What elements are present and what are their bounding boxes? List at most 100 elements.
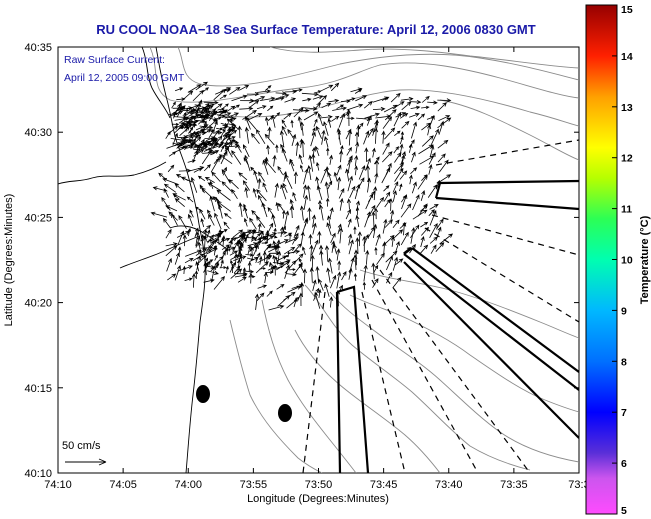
current-vector	[390, 236, 396, 247]
current-vector	[355, 141, 360, 154]
current-vector	[162, 217, 171, 229]
current-vector	[337, 223, 342, 235]
current-vector	[220, 145, 224, 153]
current-vector	[437, 117, 452, 129]
current-vector	[168, 211, 178, 221]
current-vector	[372, 278, 379, 288]
current-vector	[364, 112, 380, 119]
current-vector	[243, 206, 248, 219]
current-vector	[237, 235, 245, 243]
current-vector	[166, 257, 172, 272]
current-vector	[409, 112, 420, 118]
current-vector	[412, 209, 428, 220]
current-vector	[353, 226, 357, 235]
current-vector	[339, 197, 344, 211]
current-vector	[204, 262, 209, 272]
current-vector	[408, 143, 413, 153]
current-vector	[190, 176, 198, 193]
current-vector	[321, 102, 332, 109]
current-vector	[325, 197, 330, 207]
current-vector	[399, 143, 404, 157]
current-vector	[329, 207, 334, 219]
current-vector	[199, 125, 214, 130]
current-vector	[243, 217, 248, 227]
current-vector	[258, 171, 265, 182]
current-vector	[328, 98, 340, 103]
current-vector	[338, 227, 344, 244]
current-vector	[435, 242, 445, 252]
current-vector	[220, 125, 228, 129]
current-vector	[390, 209, 395, 221]
current-vector	[221, 169, 231, 184]
y-tick-label: 40:10	[24, 468, 52, 480]
current-vector	[232, 104, 240, 110]
current-vector	[225, 265, 229, 274]
current-vector	[269, 235, 278, 239]
current-vector	[215, 261, 219, 269]
current-vector	[327, 257, 333, 274]
current-vector	[293, 224, 300, 238]
current-vector	[409, 243, 416, 254]
current-vector	[307, 207, 312, 221]
current-vector	[213, 116, 222, 120]
bathymetry-contours	[149, 47, 579, 473]
current-vector	[341, 270, 347, 281]
current-vector	[353, 272, 358, 281]
current-vector	[244, 154, 251, 172]
current-vector	[207, 270, 219, 275]
current-vector	[275, 256, 278, 263]
current-vector	[172, 132, 178, 146]
current-vector	[371, 147, 376, 158]
current-vector	[400, 203, 412, 218]
current-vector	[194, 118, 206, 124]
current-vector	[427, 100, 438, 105]
current-vector	[176, 105, 184, 118]
current-vector	[256, 215, 266, 229]
current-vector	[292, 232, 299, 245]
current-vector	[283, 112, 292, 120]
current-vector	[400, 154, 406, 171]
x-tick-label: 74:00	[174, 479, 202, 491]
current-vector	[268, 304, 285, 311]
current-vector	[231, 150, 242, 165]
current-vector	[204, 229, 208, 238]
current-vector	[286, 272, 297, 277]
current-vector	[307, 164, 312, 181]
bathymetry-contour	[177, 47, 579, 87]
current-vector	[252, 244, 259, 257]
y-tick-label: 40:35	[24, 42, 52, 54]
current-vector	[313, 102, 322, 111]
bathymetry-contour	[269, 47, 579, 69]
plot-area	[57, 46, 580, 474]
current-vector	[318, 278, 324, 291]
current-vector	[299, 281, 305, 297]
current-vector	[195, 248, 208, 256]
current-vector	[399, 183, 403, 192]
current-vector	[214, 254, 218, 261]
current-vector	[315, 265, 320, 283]
current-vector	[346, 146, 352, 156]
current-vector	[372, 106, 386, 112]
radar-sector-outline	[335, 285, 370, 473]
current-vector	[349, 185, 356, 198]
current-vector	[218, 154, 233, 165]
current-vector	[269, 261, 274, 273]
current-vector	[289, 159, 295, 172]
current-vector	[327, 118, 332, 128]
x-tick-label: 73:45	[370, 479, 398, 491]
current-vector	[229, 250, 239, 256]
current-vector	[384, 127, 396, 140]
current-vector	[410, 227, 416, 244]
current-vector	[392, 181, 399, 193]
current-vector	[383, 191, 391, 202]
current-vector	[213, 88, 227, 101]
current-vector	[248, 99, 260, 109]
current-vector	[276, 265, 284, 269]
current-vector	[306, 185, 311, 202]
radar-sector-outline	[403, 247, 579, 391]
current-vector	[163, 187, 169, 198]
x-tick-label: 73:55	[240, 479, 268, 491]
current-vector	[297, 115, 302, 131]
current-vector	[224, 105, 236, 114]
current-vector	[215, 109, 228, 114]
